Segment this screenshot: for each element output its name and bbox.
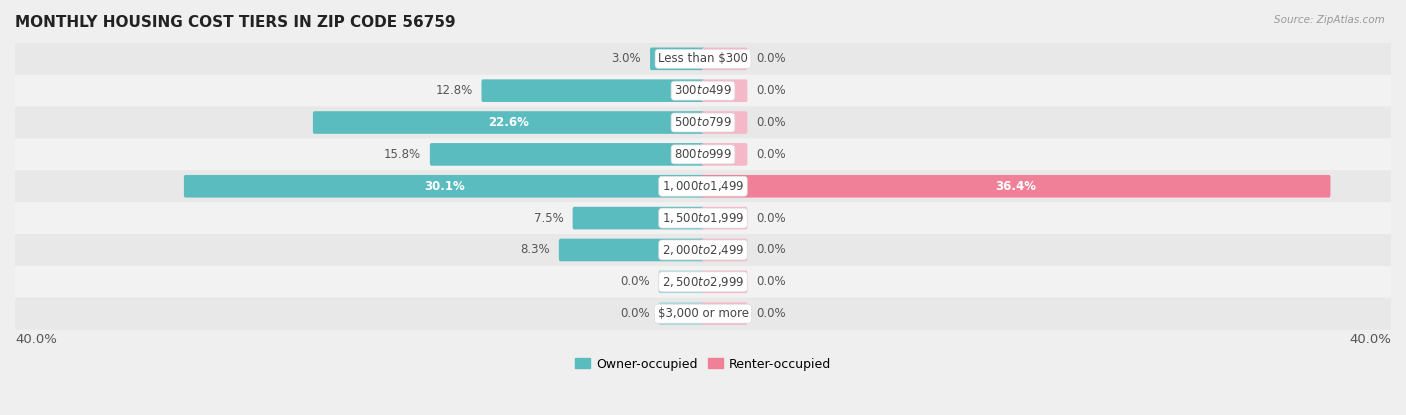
FancyBboxPatch shape [702,47,748,70]
Text: 0.0%: 0.0% [756,116,786,129]
FancyBboxPatch shape [314,111,704,134]
FancyBboxPatch shape [184,175,704,198]
FancyBboxPatch shape [0,234,1406,266]
Text: 12.8%: 12.8% [436,84,472,97]
Text: 0.0%: 0.0% [620,275,650,288]
FancyBboxPatch shape [702,143,748,166]
FancyBboxPatch shape [650,47,704,70]
Legend: Owner-occupied, Renter-occupied: Owner-occupied, Renter-occupied [569,352,837,376]
Text: 0.0%: 0.0% [756,307,786,320]
FancyBboxPatch shape [558,239,704,261]
Text: 3.0%: 3.0% [612,52,641,65]
Text: 40.0%: 40.0% [15,333,56,347]
Text: 8.3%: 8.3% [520,244,550,256]
FancyBboxPatch shape [702,175,1330,198]
FancyBboxPatch shape [702,239,748,261]
FancyBboxPatch shape [481,79,704,102]
FancyBboxPatch shape [702,79,748,102]
Text: $2,500 to $2,999: $2,500 to $2,999 [662,275,744,289]
FancyBboxPatch shape [0,170,1406,202]
FancyBboxPatch shape [702,271,748,293]
Text: Source: ZipAtlas.com: Source: ZipAtlas.com [1274,15,1385,24]
FancyBboxPatch shape [0,107,1406,139]
FancyBboxPatch shape [0,298,1406,330]
Text: $500 to $799: $500 to $799 [673,116,733,129]
Text: 40.0%: 40.0% [1350,333,1391,347]
Text: $1,000 to $1,499: $1,000 to $1,499 [662,179,744,193]
Text: $1,500 to $1,999: $1,500 to $1,999 [662,211,744,225]
Text: 0.0%: 0.0% [756,52,786,65]
Text: 0.0%: 0.0% [756,212,786,225]
FancyBboxPatch shape [0,202,1406,234]
FancyBboxPatch shape [430,143,704,166]
Text: 7.5%: 7.5% [534,212,564,225]
Text: 30.1%: 30.1% [423,180,464,193]
Text: MONTHLY HOUSING COST TIERS IN ZIP CODE 56759: MONTHLY HOUSING COST TIERS IN ZIP CODE 5… [15,15,456,30]
FancyBboxPatch shape [0,75,1406,107]
FancyBboxPatch shape [0,43,1406,75]
Text: 0.0%: 0.0% [756,244,786,256]
FancyBboxPatch shape [658,271,704,293]
FancyBboxPatch shape [0,139,1406,170]
FancyBboxPatch shape [658,303,704,325]
FancyBboxPatch shape [0,266,1406,298]
Text: $800 to $999: $800 to $999 [673,148,733,161]
Text: $300 to $499: $300 to $499 [673,84,733,97]
FancyBboxPatch shape [702,111,748,134]
Text: $3,000 or more: $3,000 or more [658,307,748,320]
Text: 36.4%: 36.4% [995,180,1036,193]
FancyBboxPatch shape [702,207,748,229]
FancyBboxPatch shape [572,207,704,229]
Text: 22.6%: 22.6% [488,116,529,129]
Text: 0.0%: 0.0% [756,275,786,288]
Text: 0.0%: 0.0% [756,148,786,161]
FancyBboxPatch shape [702,303,748,325]
Text: 15.8%: 15.8% [384,148,420,161]
Text: 0.0%: 0.0% [620,307,650,320]
Text: 0.0%: 0.0% [756,84,786,97]
Text: $2,000 to $2,499: $2,000 to $2,499 [662,243,744,257]
Text: Less than $300: Less than $300 [658,52,748,65]
